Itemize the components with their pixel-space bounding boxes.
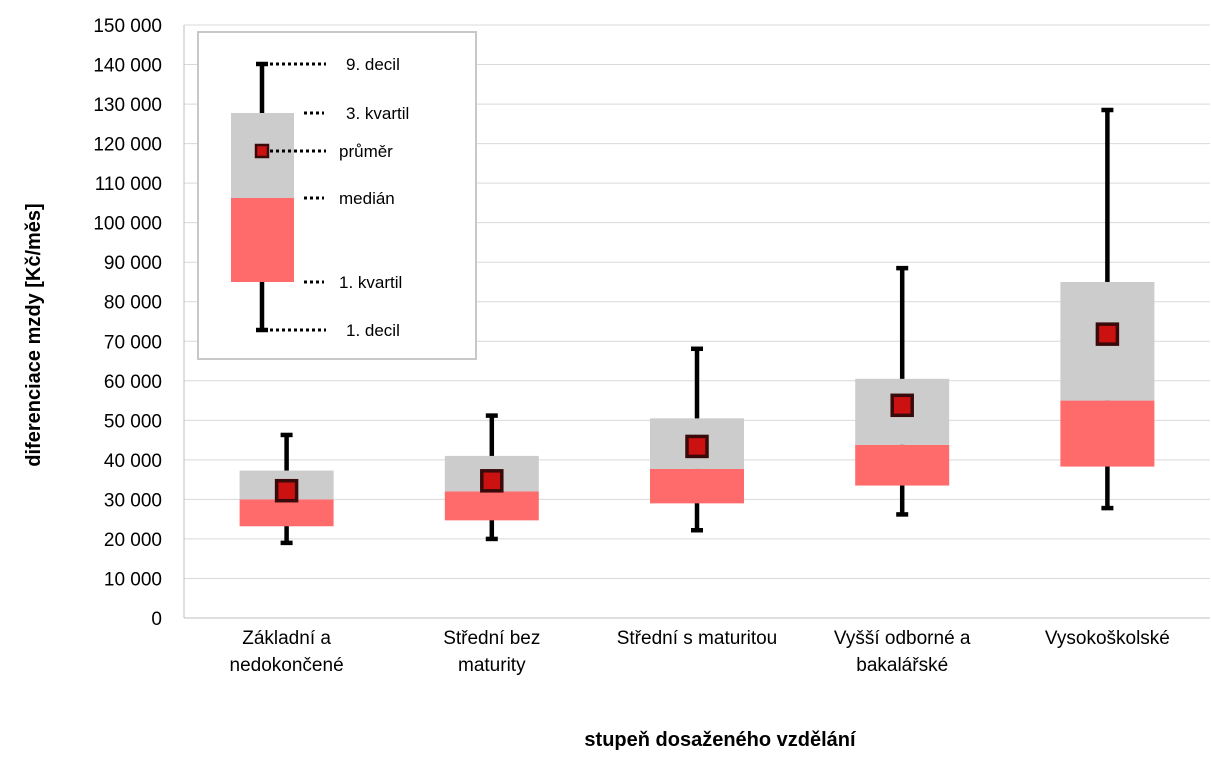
y-tick-label: 130 000 xyxy=(93,95,162,116)
box-lower xyxy=(444,491,539,521)
legend: 9. decil 3. kvartil průměr medián 1. kvartil… xyxy=(197,31,477,360)
y-tick-label: 120 000 xyxy=(93,135,162,156)
y-tick-label: 40 000 xyxy=(104,451,162,472)
box-lower xyxy=(855,444,950,486)
legend-box-lower xyxy=(231,198,294,282)
box-group xyxy=(239,432,334,546)
mean-marker xyxy=(890,393,914,418)
box-lower xyxy=(239,499,334,527)
x-tick-label: Střední bez xyxy=(443,628,540,649)
box-lower xyxy=(1060,400,1155,467)
x-tick-label: Vyšší odborné a xyxy=(834,628,971,649)
y-tick-label: 140 000 xyxy=(93,56,162,77)
legend-label-mean: průměr xyxy=(339,142,393,161)
box-lower xyxy=(650,468,744,504)
box-group xyxy=(650,346,744,533)
y-tick-label: 150 000 xyxy=(93,16,162,37)
y-tick-label: 100 000 xyxy=(93,214,162,235)
box-group xyxy=(855,265,950,517)
mean-marker xyxy=(480,469,504,493)
box-group xyxy=(1060,107,1155,511)
mean-marker xyxy=(685,434,709,459)
x-tick-label: Vysokoškolské xyxy=(1045,628,1170,649)
x-tick-label: Střední s maturitou xyxy=(617,628,778,649)
legend-mean-marker xyxy=(254,143,270,159)
x-tick-label: Základní a xyxy=(242,628,331,649)
legend-label-q3: 3. kvartil xyxy=(346,104,409,123)
y-tick-label: 30 000 xyxy=(104,490,162,511)
y-tick-label: 50 000 xyxy=(104,411,162,432)
box-group xyxy=(444,413,539,542)
y-tick-label: 0 xyxy=(151,609,162,630)
y-tick-label: 60 000 xyxy=(104,372,162,393)
y-tick-label: 70 000 xyxy=(104,332,162,353)
y-axis-title: diferenciace mzdy [Kč/měs] xyxy=(23,203,45,466)
boxes xyxy=(239,107,1155,546)
y-tick-label: 110 000 xyxy=(95,174,162,195)
legend-label-median: medián xyxy=(339,189,395,208)
y-tick-label: 20 000 xyxy=(104,530,162,551)
legend-label-q1: 1. kvartil xyxy=(339,273,402,292)
x-tick-label: maturity xyxy=(458,655,526,676)
x-tick-label: nedokončené xyxy=(230,655,344,676)
axes: 0 10 000 20 000 30 000 40 000 50 000 60 000 70 … xyxy=(93,16,1210,676)
legend-label-p10: 1. decil xyxy=(346,321,400,340)
mean-marker xyxy=(274,478,299,503)
y-tick-label: 10 000 xyxy=(104,569,162,590)
legend-label-p90: 9. decil xyxy=(346,55,400,74)
y-tick-label: 80 000 xyxy=(104,293,162,314)
mean-marker xyxy=(1095,322,1120,346)
x-axis-title: stupeň dosaženého vzdělání xyxy=(584,729,857,751)
y-tick-label: 90 000 xyxy=(104,253,162,274)
x-tick-label: bakalářské xyxy=(856,655,948,676)
